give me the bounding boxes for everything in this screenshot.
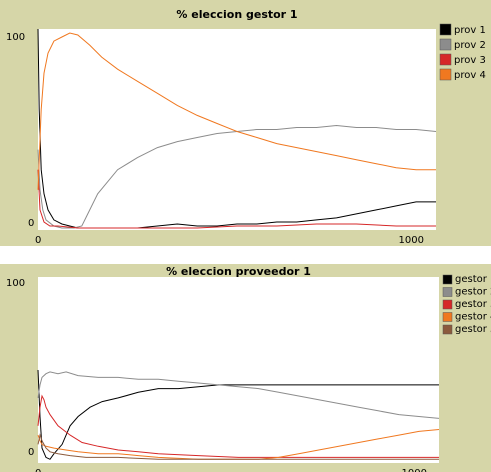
series-line-1 bbox=[37, 28, 436, 229]
series-line-3 bbox=[37, 169, 436, 229]
legend-swatch bbox=[439, 68, 452, 81]
legend-swatch bbox=[442, 324, 453, 335]
y-tick-label: 0 bbox=[28, 218, 34, 229]
chart-panel-proveedor: % eleccion proveedor 1100001000gestor 1g… bbox=[0, 264, 491, 472]
legend-label: gestor 1 bbox=[455, 274, 491, 285]
chart-title: % eleccion gestor 1 bbox=[176, 8, 297, 21]
x-tick-label: 1000 bbox=[402, 468, 427, 472]
y-tick-label: 100 bbox=[6, 32, 25, 43]
legend-swatch bbox=[439, 23, 452, 36]
x-tick-label: 0 bbox=[35, 235, 41, 246]
series-line-5 bbox=[37, 433, 439, 460]
x-tick-label: 1000 bbox=[399, 235, 424, 246]
series-line-1 bbox=[37, 369, 439, 460]
legend-label: gestor 4 bbox=[455, 312, 491, 323]
series-line-2 bbox=[37, 371, 440, 419]
chart-proveedor: % eleccion proveedor 1100001000gestor 1g… bbox=[6, 265, 491, 472]
series-line-3 bbox=[37, 394, 439, 458]
x-tick-label: 0 bbox=[35, 468, 41, 472]
legend-swatch bbox=[442, 299, 453, 310]
legend-label: gestor 5 bbox=[455, 324, 491, 335]
legend-label: prov 4 bbox=[454, 70, 486, 81]
legend-swatch bbox=[439, 53, 452, 66]
plot-area bbox=[38, 29, 436, 230]
legend-swatch bbox=[442, 312, 453, 322]
legend-label: prov 2 bbox=[454, 40, 486, 51]
legend-label: prov 1 bbox=[454, 25, 486, 36]
legend-swatch bbox=[442, 274, 453, 285]
series-line-2 bbox=[37, 124, 437, 229]
legend-swatch bbox=[442, 287, 453, 297]
legend-label: gestor 3 bbox=[455, 299, 491, 310]
y-tick-label: 100 bbox=[6, 278, 25, 289]
plot-area bbox=[38, 277, 439, 463]
y-tick-label: 0 bbox=[28, 447, 34, 458]
chart-panel-gestor: % eleccion gestor 1 100 0 0 1000 prov 1 prov 2… bbox=[0, 0, 491, 246]
chart-title: % eleccion proveedor 1 bbox=[166, 265, 311, 278]
series-line-4 bbox=[37, 32, 436, 190]
legend-swatch bbox=[439, 38, 452, 51]
legend-label: gestor 2 bbox=[455, 287, 491, 298]
legend-label: prov 3 bbox=[454, 55, 486, 66]
